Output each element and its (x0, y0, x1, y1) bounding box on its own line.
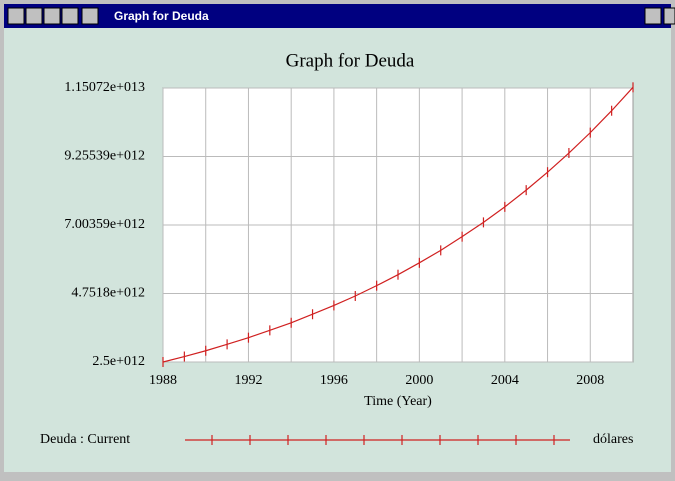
legend-label: Deuda : Current (40, 432, 130, 447)
icon[interactable] (25, 7, 43, 25)
icon[interactable] (81, 7, 99, 25)
icon[interactable] (43, 7, 61, 25)
x-tick-label: 2008 (576, 373, 604, 388)
maximize-button[interactable] (644, 7, 662, 25)
x-tick-label: 2000 (405, 373, 433, 388)
close-button[interactable] (663, 7, 675, 25)
x-tick-label: 2004 (491, 373, 519, 388)
x-tick-label: 1988 (149, 373, 177, 388)
y-tick-label: 4.7518e+012 (71, 286, 145, 301)
y-tick-label: 7.00359e+012 (64, 217, 145, 232)
y-tick-label: 9.25539e+012 (64, 149, 145, 164)
x-tick-label: 1996 (320, 373, 348, 388)
icon[interactable] (61, 7, 79, 25)
toolbar-icons[interactable] (7, 7, 99, 25)
chart-title: Graph for Deuda (286, 50, 415, 71)
title-bar (4, 4, 671, 28)
legend-unit: dólares (593, 432, 633, 447)
y-tick-label: 2.5e+012 (92, 354, 145, 369)
window-title: Graph for Deuda (114, 9, 209, 23)
y-tick-label: 1.15072e+013 (64, 80, 145, 95)
x-tick-label: 1992 (234, 373, 262, 388)
icon[interactable] (7, 7, 25, 25)
x-axis-label: Time (Year) (364, 394, 432, 409)
